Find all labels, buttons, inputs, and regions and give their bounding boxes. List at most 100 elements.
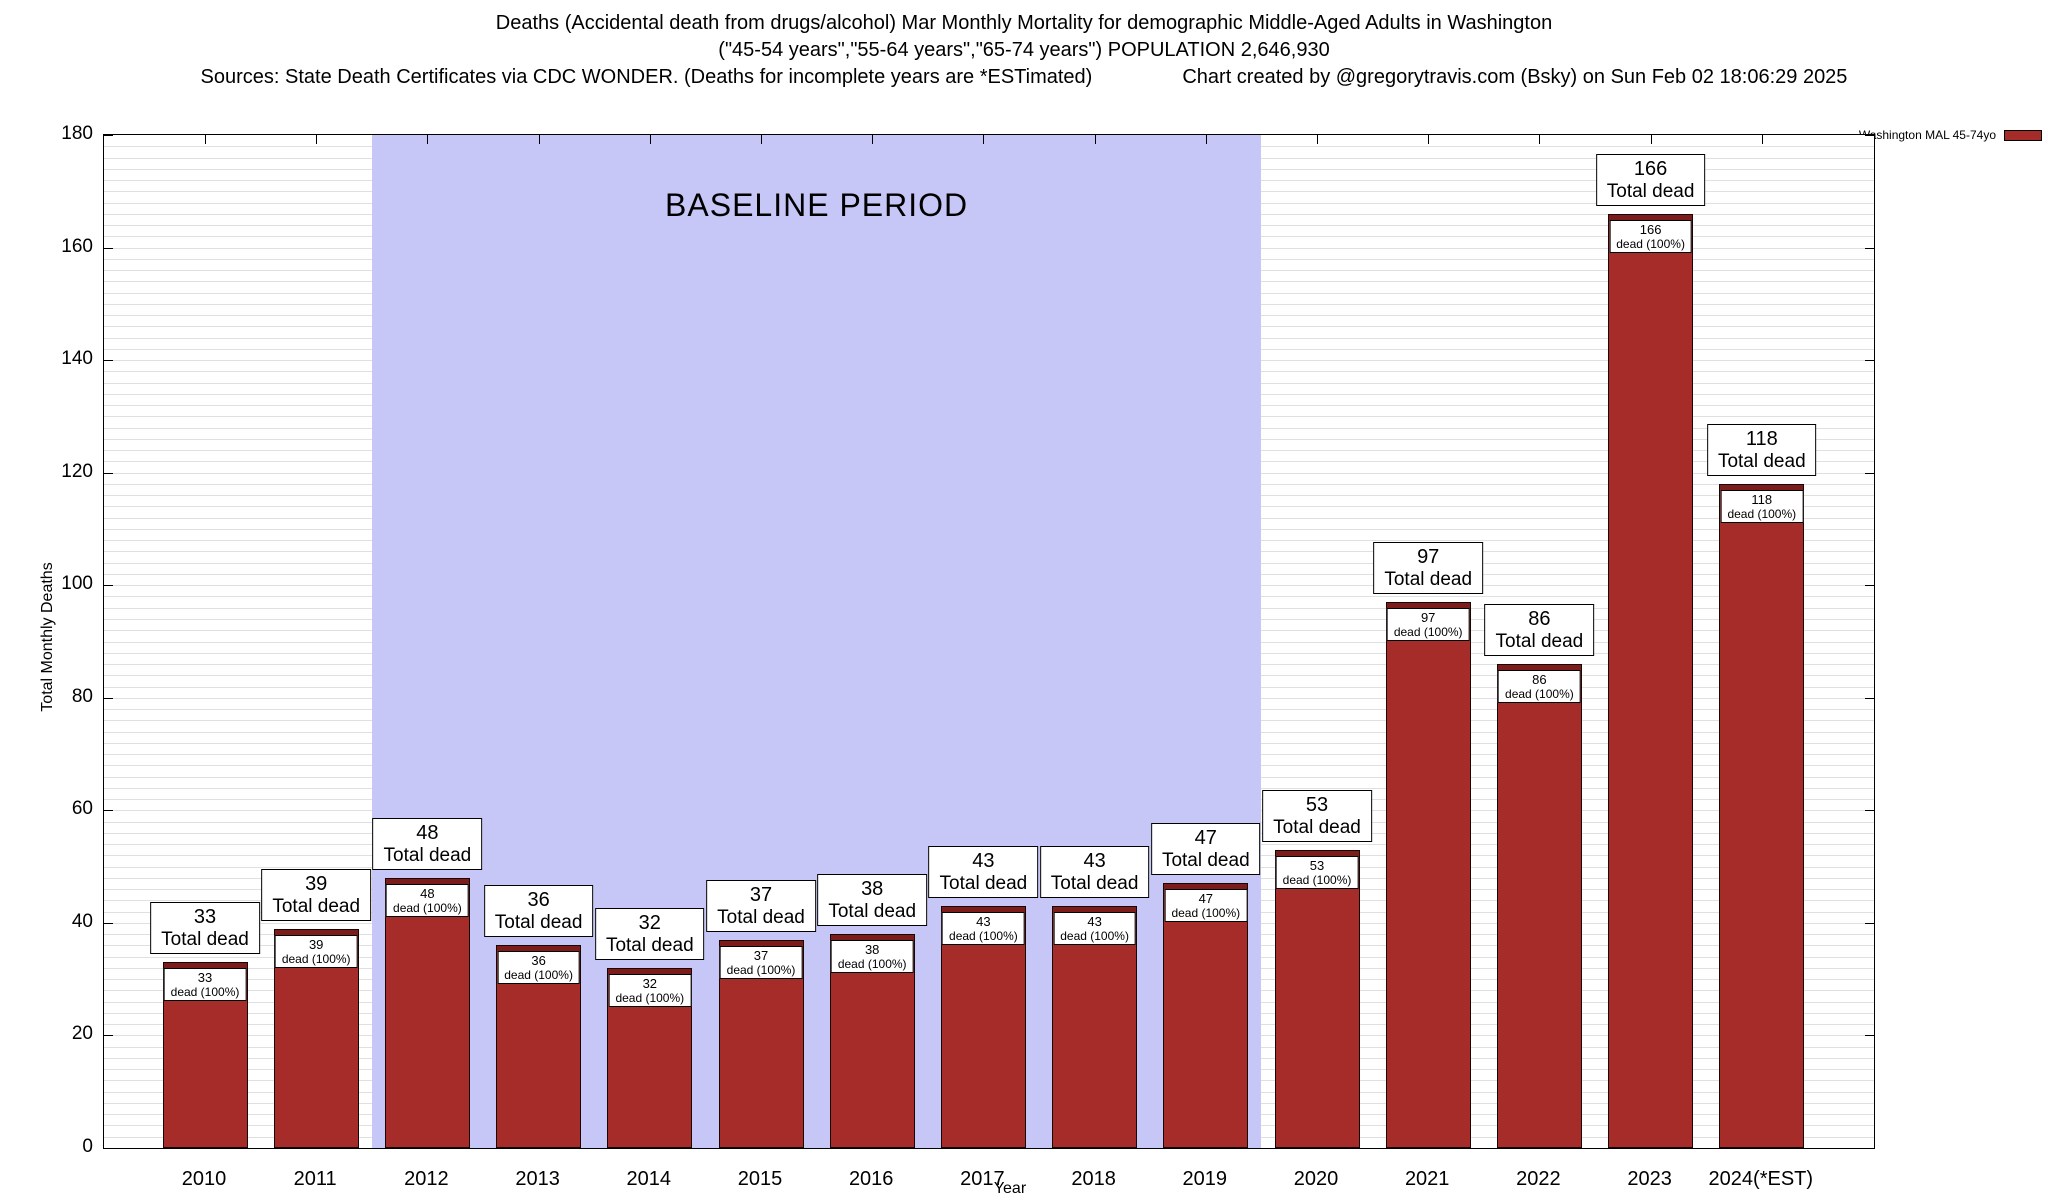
total-dead-text: Total dead xyxy=(1050,873,1139,894)
dead-pct-value: 36 xyxy=(531,953,546,969)
bar-top-cap xyxy=(1053,907,1137,913)
y-axis-title: Total Monthly Deaths xyxy=(39,562,56,712)
total-dead-text: Total dead xyxy=(1606,180,1695,202)
dead-pct-text: dead (100%) xyxy=(1282,872,1352,887)
total-dead-value: 38 xyxy=(861,878,884,901)
x-tick-label: 2021 xyxy=(1404,1168,1450,1190)
x-axis-title: Year xyxy=(993,1180,1027,1197)
x-tick-mark xyxy=(1650,135,1652,144)
total-dead-label-2014: 32 Total dead xyxy=(594,907,705,960)
total-dead-value: 48 xyxy=(416,821,439,844)
total-dead-text: Total dead xyxy=(1717,450,1806,472)
y-tick-label: 80 xyxy=(71,685,93,707)
bar-2020 xyxy=(1274,849,1360,1148)
dead-pct-label-2022: 86 dead (100%) xyxy=(1498,670,1581,703)
bar-top-cap xyxy=(274,929,358,936)
dead-pct-text: dead (100%) xyxy=(726,962,796,977)
total-dead-text: Total dead xyxy=(717,906,805,928)
x-tick-label: 2023 xyxy=(1627,1168,1672,1190)
bar-top-cap xyxy=(1497,665,1581,671)
x-tick-mark xyxy=(983,135,985,144)
y-tick-label: 100 xyxy=(61,573,93,595)
total-dead-value: 47 xyxy=(1194,827,1217,850)
dead-pct-label-2015: 37 dead (100%) xyxy=(719,945,803,979)
dead-pct-label-2010: 33 dead (100%) xyxy=(163,968,247,1002)
x-tick-label: 2012 xyxy=(404,1168,449,1190)
legend-color-swatch xyxy=(2004,129,2042,141)
sources-note: Sources: State Death Certificates via CD… xyxy=(200,66,1093,88)
dead-pct-text: dead (100%) xyxy=(1505,687,1574,701)
x-tick-mark xyxy=(538,135,540,144)
bar-top-cap xyxy=(385,878,469,885)
x-tick-mark xyxy=(872,135,874,144)
y-tick-mark xyxy=(1865,135,1874,136)
total-dead-label-2024(*EST): 118 Total dead xyxy=(1706,423,1817,476)
x-tick-mark xyxy=(1317,135,1318,144)
total-dead-value: 39 xyxy=(305,872,328,895)
dead-pct-value: 38 xyxy=(864,942,880,958)
y-tick-label: 40 xyxy=(71,910,93,932)
bar-2018 xyxy=(1052,906,1138,1148)
dead-pct-value: 53 xyxy=(1309,857,1325,873)
dead-pct-label-2020: 53 dead (100%) xyxy=(1275,855,1359,889)
y-tick-mark xyxy=(1865,247,1874,249)
x-tick-label: 2022 xyxy=(1516,1168,1561,1190)
total-dead-value: 97 xyxy=(1417,546,1440,569)
x-tick-mark xyxy=(316,135,318,144)
dead-pct-text: dead (100%) xyxy=(1393,625,1463,640)
y-tick-label: 60 xyxy=(71,798,93,820)
dead-pct-value: 47 xyxy=(1198,891,1214,907)
x-tick-mark xyxy=(1539,135,1541,144)
dead-pct-label-2023: 166 dead (100%) xyxy=(1609,219,1692,253)
y-tick-mark xyxy=(104,1148,113,1149)
y-tick-mark xyxy=(104,922,113,924)
dead-pct-text: dead (100%) xyxy=(1616,236,1685,251)
dead-pct-value: 48 xyxy=(420,885,435,901)
dead-pct-label-2014: 32 dead (100%) xyxy=(608,973,692,1007)
y-tick-mark xyxy=(104,247,113,249)
y-tick-mark xyxy=(104,697,113,699)
total-dead-label-2016: 38 Total dead xyxy=(817,874,928,927)
total-dead-value: 166 xyxy=(1633,157,1668,180)
bar-top-cap xyxy=(1275,850,1359,857)
total-dead-value: 86 xyxy=(1528,608,1551,630)
dead-pct-label-2019: 47 dead (100%) xyxy=(1164,889,1248,923)
total-dead-text: Total dead xyxy=(161,929,249,951)
bar-top-cap xyxy=(163,963,247,970)
y-tick-label: 120 xyxy=(61,460,93,482)
total-dead-value: 33 xyxy=(193,906,217,929)
bar-2024(*EST) xyxy=(1719,483,1805,1148)
bar-top-cap xyxy=(608,968,692,975)
dead-pct-label-2011: 39 dead (100%) xyxy=(274,934,358,968)
bar-top-cap xyxy=(1720,484,1804,491)
credit-note: Chart created by @gregorytravis.com (Bsk… xyxy=(1182,66,1848,88)
y-tick-mark xyxy=(104,360,113,362)
total-dead-text: Total dead xyxy=(1495,631,1584,652)
dead-pct-text: dead (100%) xyxy=(1727,506,1797,521)
y-tick-mark xyxy=(1865,1035,1874,1037)
x-tick-mark xyxy=(649,135,651,144)
total-dead-text: Total dead xyxy=(494,912,583,934)
total-dead-value: 53 xyxy=(1305,793,1329,816)
x-tick-label: 2018 xyxy=(1071,1168,1116,1190)
y-tick-mark xyxy=(1865,1148,1874,1149)
total-dead-label-2022: 86 Total dead xyxy=(1484,604,1595,656)
total-dead-label-2010: 33 Total dead xyxy=(150,902,260,955)
total-dead-text: Total dead xyxy=(1161,850,1250,872)
y-tick-mark xyxy=(1865,585,1874,587)
bar-2022 xyxy=(1496,664,1582,1148)
y-tick-label: 160 xyxy=(61,235,93,257)
total-dead-text: Total dead xyxy=(272,895,361,917)
dead-pct-text: dead (100%) xyxy=(615,990,685,1005)
y-tick-label: 0 xyxy=(82,1136,93,1157)
bar-top-cap xyxy=(1386,603,1470,610)
y-tick-label: 140 xyxy=(61,348,93,370)
total-dead-label-2011: 39 Total dead xyxy=(261,868,372,921)
bar-2023 xyxy=(1608,213,1694,1148)
bar-top-cap xyxy=(497,946,581,953)
x-tick-mark xyxy=(761,135,762,144)
dead-pct-label-2021: 97 dead (100%) xyxy=(1386,608,1470,642)
chart-titles: Deaths (Accidental death from drugs/alco… xyxy=(0,10,2048,91)
bar-top-cap xyxy=(941,907,1025,913)
chart-title-line3: Sources: State Death Certificates via CD… xyxy=(0,64,2048,91)
